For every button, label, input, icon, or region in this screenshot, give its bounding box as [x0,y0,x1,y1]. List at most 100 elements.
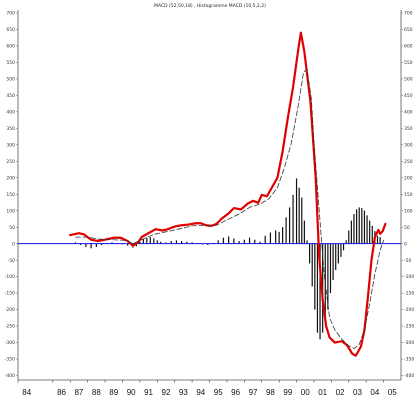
x-tick-label: 94 [196,388,205,397]
histogram-bar [282,227,284,244]
y-tick-label-right: 450 [404,93,413,99]
x-tick-label: 01 [318,388,327,397]
y-tick-label-right: 100 [404,208,413,214]
histogram-bar [366,215,368,244]
histogram-bar [332,243,334,280]
histogram-bar [170,241,172,244]
y-tick-label-right: 350 [404,126,413,132]
histogram-bar [156,240,158,244]
histogram-bar [100,243,103,245]
histogram-bar [139,241,141,244]
x-tick-label: 04 [370,388,379,397]
histogram-bar [228,236,230,244]
y-tick-label-right: -350 [404,357,414,363]
histogram-bar [319,243,321,340]
y-tick-label-left: 150 [6,192,15,198]
histogram-bar [292,194,294,244]
histogram-bar [186,241,188,244]
y-tick-label-left: 700 [6,11,15,17]
histogram-bar [142,239,144,244]
y-tick-label-left: 650 [6,27,15,33]
histogram-bar [340,243,342,257]
y-tick-label-right: 500 [404,77,413,83]
x-tick-label: 90 [127,388,136,397]
histogram-bar [309,243,311,264]
histogram-bar [181,241,183,244]
y-tick-label-right: -300 [404,340,414,346]
histogram-bar [356,209,358,244]
histogram-bar [248,237,251,244]
histogram-bar [146,237,148,244]
x-tick-label: 03 [353,388,362,397]
signal-line [75,68,384,349]
y-tick-label-left: 300 [6,142,15,148]
x-tick-label: 05 [388,388,397,397]
y-tick-label-right: -100 [404,274,414,280]
histogram-bar [361,208,363,244]
y-tick-label-left: 0 [12,241,15,247]
x-tick-label: 92 [162,388,171,397]
y-tick-label-right: 550 [404,60,413,66]
macd-line [69,31,387,357]
y-tick-label-left: 350 [6,126,15,132]
histogram-bar [285,217,287,244]
y-tick-label-right: 250 [404,159,413,165]
histogram-bar [329,243,332,294]
histogram-bar [95,243,97,247]
histogram-bar [379,237,381,244]
histogram-bar [243,239,245,244]
y-tick-label-right: 50 [404,225,410,231]
histogram-bar [111,242,113,244]
y-tick-label-left: 250 [6,159,15,165]
histogram-bar [175,240,178,244]
histogram-bar [278,231,280,244]
histogram-bar [74,242,77,244]
histogram-bar [135,243,137,247]
x-tick-label: 89 [109,388,118,397]
y-tick-label-left: -100 [5,274,15,280]
histogram-bar [358,207,360,244]
histogram-bar [264,235,266,244]
y-tick-label-right: 300 [404,142,413,148]
histogram-bar [306,240,308,244]
y-tick-label-right: -200 [404,307,414,313]
histogram-bar [160,241,162,244]
histogram-bar [301,197,303,244]
y-tick-label-left: -150 [5,291,15,297]
y-tick-label-right: 0 [404,241,407,247]
y-tick-label-left: 550 [6,60,15,66]
histogram-bar [345,240,347,244]
histogram-bar [165,242,167,244]
histogram-bar [303,220,305,244]
y-tick-label-left: -250 [5,324,15,330]
histogram-bar [327,243,329,310]
histogram-bar [298,187,300,244]
histogram-bar [149,237,151,244]
x-tick-label: 97 [249,388,258,397]
histogram-bar [288,207,291,244]
x-tick-label: 86 [57,388,66,397]
histogram-bar [127,243,129,246]
histogram-bar [254,239,256,244]
y-tick-label-left: -200 [5,307,15,313]
histogram-bar [350,220,352,244]
x-tick-label: 84 [22,388,31,397]
y-tick-label-right: 200 [404,175,413,181]
y-tick-label-left: 600 [6,44,15,50]
histogram-bar [369,220,371,244]
y-tick-label-right: 700 [404,11,413,17]
series-lines [18,31,401,357]
x-tick-label: 93 [179,388,188,397]
histogram-bar [80,243,82,245]
y-tick-label-left: 100 [6,208,15,214]
y-tick-label-left: 500 [6,77,15,83]
x-tick-label: 87 [74,388,83,397]
y-tick-label-left: 400 [6,109,15,115]
histogram-bar [311,243,313,287]
y-tick-label-right: 600 [404,44,413,50]
x-tick-label: 91 [144,388,153,397]
